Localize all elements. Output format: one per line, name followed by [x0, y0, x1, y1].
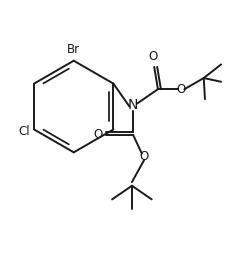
Text: Br: Br	[67, 43, 80, 56]
Text: Cl: Cl	[18, 125, 30, 139]
Text: O: O	[177, 83, 186, 96]
Text: O: O	[93, 129, 102, 141]
Text: N: N	[128, 98, 138, 112]
Text: O: O	[148, 50, 158, 63]
Text: O: O	[140, 150, 149, 163]
